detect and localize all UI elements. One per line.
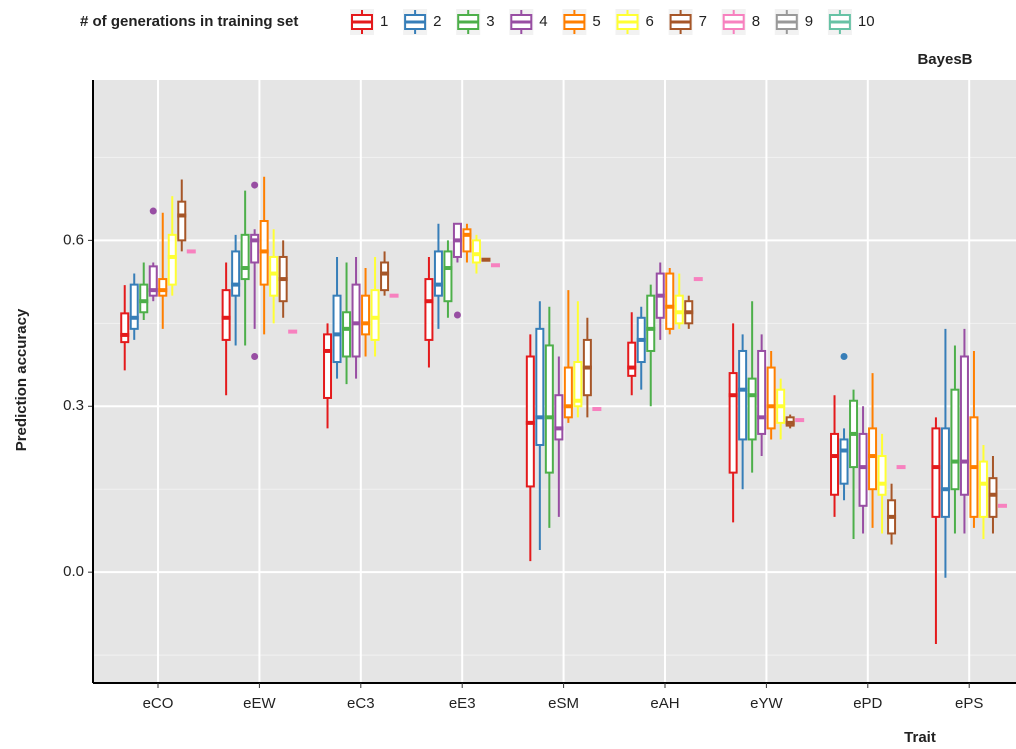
x-axis-label: Trait: [904, 729, 936, 746]
legend-label: 2: [433, 13, 441, 30]
box: [950, 388, 960, 491]
box: [627, 341, 637, 377]
box: [120, 312, 130, 344]
box: [462, 228, 472, 253]
box: [139, 283, 149, 314]
box: [728, 372, 738, 474]
box: [158, 278, 168, 297]
box: [361, 294, 371, 336]
box: [747, 377, 757, 441]
outlier: [453, 311, 461, 319]
box: [959, 355, 969, 496]
x-tick-label: eYW: [750, 695, 783, 712]
box: [988, 477, 998, 518]
box: [665, 272, 675, 330]
x-tick-label: eC3: [347, 695, 375, 712]
box: [738, 349, 748, 441]
box: [471, 239, 481, 264]
outlier: [251, 181, 259, 189]
box: [544, 344, 554, 474]
x-tick-label: ePD: [853, 695, 882, 712]
legend-label: 8: [752, 13, 760, 30]
box: [563, 366, 573, 419]
box: [554, 394, 564, 441]
legend-label: 4: [539, 13, 547, 30]
x-tick-label: eCO: [143, 695, 174, 712]
y-tick-label: 0.6: [63, 231, 84, 248]
legend-label: 7: [699, 13, 707, 30]
box: [240, 233, 250, 281]
box: [839, 438, 849, 485]
box: [148, 265, 158, 297]
box: [433, 250, 443, 297]
legend-label: 9: [805, 13, 813, 30]
box: [535, 327, 545, 446]
box: [978, 460, 988, 518]
box: [757, 349, 767, 435]
outlier: [251, 352, 259, 360]
box: [370, 289, 380, 341]
box: [342, 311, 352, 358]
y-tick-label: 0.0: [63, 563, 84, 580]
x-tick-label: eAH: [650, 695, 679, 712]
box: [332, 294, 342, 364]
box: [323, 333, 333, 399]
y-tick-label: 0.3: [63, 397, 84, 414]
box: [931, 427, 941, 518]
box: [858, 432, 868, 507]
box: [250, 233, 260, 264]
box: [766, 366, 776, 430]
outlier: [149, 207, 157, 215]
x-tick-label: eE3: [449, 695, 476, 712]
y-axis-label: Prediction accuracy: [13, 308, 30, 451]
box: [167, 233, 177, 286]
box: [868, 427, 878, 491]
box: [877, 455, 887, 496]
box: [129, 283, 139, 330]
box: [646, 294, 656, 352]
box: [940, 427, 950, 518]
x-tick-label: eEW: [243, 695, 276, 712]
x-tick-label: eSM: [548, 695, 579, 712]
box: [231, 250, 241, 297]
x-tick-label: ePS: [955, 695, 983, 712]
box: [573, 361, 583, 408]
box: [221, 289, 231, 341]
legend-label: 1: [380, 13, 388, 30]
box: [380, 261, 390, 292]
plot-panel: [93, 80, 1016, 683]
legend-label: 6: [646, 13, 654, 30]
box: [269, 255, 279, 297]
box: [674, 294, 684, 325]
legend-title: # of generations in training set: [80, 13, 298, 30]
panel-label: BayesB: [917, 51, 972, 68]
box: [830, 432, 840, 496]
box: [443, 250, 453, 303]
box: [424, 278, 434, 341]
legend-label: 10: [858, 13, 875, 30]
box: [351, 283, 361, 358]
legend-label: 5: [592, 13, 600, 30]
legend-label: 3: [486, 13, 494, 30]
outlier: [840, 352, 848, 360]
box: [177, 200, 187, 242]
